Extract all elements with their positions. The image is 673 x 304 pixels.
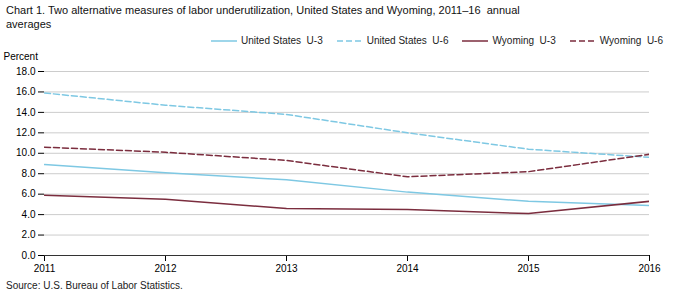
svg-text:4.0: 4.0: [22, 209, 36, 220]
svg-text:Percent: Percent: [4, 51, 39, 62]
svg-text:2.0: 2.0: [22, 229, 36, 240]
html-text:Wyoming U-6: Wyoming U-6: [599, 35, 663, 46]
html-text:Source: U.S. Bureau of Labor S: Source: U.S. Bureau of Labor Statistics.: [6, 280, 183, 291]
svg-text:6.0: 6.0: [22, 188, 36, 199]
svg-text:2012: 2012: [154, 263, 177, 274]
html-text:Chart 1. Two alternative measu: Chart 1. Two alternative measures of lab…: [6, 4, 520, 30]
svg-text:10.0: 10.0: [16, 147, 36, 158]
html-text:United States U-6: United States U-6: [366, 35, 449, 46]
html-text:Wyoming U-3: Wyoming U-3: [492, 35, 556, 46]
svg-text:16.0: 16.0: [16, 86, 36, 97]
svg-text:2014: 2014: [396, 263, 419, 274]
svg-text:2011: 2011: [34, 263, 56, 274]
svg-text:2013: 2013: [275, 263, 298, 274]
svg-text:12.0: 12.0: [16, 127, 36, 138]
html-text:United States U-3: United States U-3: [241, 35, 323, 46]
svg-text:8.0: 8.0: [22, 168, 36, 179]
svg-text:2015: 2015: [517, 263, 540, 274]
svg-text:0.0: 0.0: [22, 250, 36, 261]
svg-text:14.0: 14.0: [16, 107, 36, 118]
svg-text:18.0: 18.0: [16, 66, 36, 77]
svg-text:2016: 2016: [638, 263, 661, 274]
